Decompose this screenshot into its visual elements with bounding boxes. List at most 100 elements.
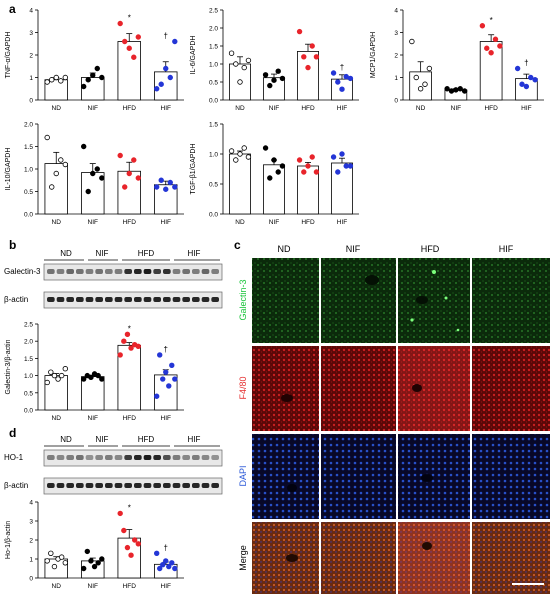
blot-band <box>172 269 181 274</box>
y-tick-label: 0 <box>394 98 398 105</box>
data-point <box>233 61 239 67</box>
data-point <box>279 163 286 169</box>
blot-b-label-hif: HIF <box>188 249 201 258</box>
blot-band <box>211 455 219 460</box>
data-point <box>453 87 459 93</box>
data-point <box>245 57 252 64</box>
y-axis-label: Galectin-3/β-actin <box>5 339 12 394</box>
x-tick-label: ND <box>235 219 245 226</box>
significance-mark: † <box>164 32 168 41</box>
blot-band <box>95 269 103 274</box>
data-point <box>163 558 169 564</box>
blot-d-label-hfd: HFD <box>138 435 155 444</box>
bar-nd <box>409 71 432 101</box>
micrograph-grid: ND NIF HFD HIF Galectin-3 F4/80 DAPI Mer… <box>238 244 550 594</box>
blot-band <box>114 483 123 488</box>
il-10-chart: 0.0 0.5 1.0 1.5 2.0 IL-10/GAPDH ND NIF HFD HIF <box>5 122 184 226</box>
bar-nif <box>263 164 285 215</box>
data-point <box>117 510 123 517</box>
blot-band <box>172 483 181 488</box>
micro-row-merge: Merge <box>238 545 248 571</box>
data-point <box>58 157 64 163</box>
blot-b-row1-label: Galectin-3 <box>4 267 41 276</box>
x-tick-label: HFD <box>123 105 137 112</box>
bar-nd <box>229 153 251 215</box>
blot-band <box>105 269 113 274</box>
blot-band <box>134 483 142 488</box>
data-point <box>262 145 269 151</box>
bar-hif <box>154 71 178 101</box>
data-point <box>58 78 64 84</box>
x-tick-label: HFD <box>301 105 315 112</box>
blot-band <box>211 269 219 274</box>
panel-label-d: d <box>9 426 17 440</box>
data-point <box>94 166 100 172</box>
galectin-3-bands <box>47 269 219 274</box>
bar-hfd <box>117 344 141 411</box>
blot-band <box>134 269 142 274</box>
data-point <box>88 558 94 564</box>
beta-actin-bands-d <box>47 483 219 488</box>
data-point <box>99 175 105 181</box>
blot-band <box>182 297 190 302</box>
data-point <box>457 86 463 92</box>
y-tick-label: 2 <box>29 53 33 60</box>
data-point <box>94 65 100 72</box>
blot-band <box>85 269 94 274</box>
ho-1-bands <box>47 455 219 460</box>
y-tick-label: 2.5 <box>209 8 218 15</box>
data-point <box>163 65 169 72</box>
data-point <box>51 563 58 570</box>
data-point <box>497 43 503 49</box>
data-point <box>126 170 132 177</box>
data-point <box>309 154 315 160</box>
data-point <box>122 184 128 190</box>
data-point <box>267 82 273 89</box>
blot-band <box>47 483 55 488</box>
y-tick-label: 2.5 <box>24 322 33 329</box>
data-point <box>158 177 164 183</box>
data-point <box>484 45 490 51</box>
y-tick-label: 2 <box>29 538 33 545</box>
y-tick-label: 0.5 <box>209 80 218 87</box>
blot-band <box>182 483 190 488</box>
blot-band <box>153 269 161 274</box>
y-tick-label: 4 <box>29 500 33 507</box>
blot-band <box>163 483 171 488</box>
blot-b-row2-label: β-actin <box>4 295 28 304</box>
data-point <box>233 157 239 163</box>
data-point <box>426 65 433 72</box>
data-point <box>124 331 131 338</box>
blot-band <box>76 455 84 460</box>
bar-hif <box>331 162 353 215</box>
significance-mark: * <box>490 16 493 25</box>
blot-d-row1-label: HO-1 <box>4 453 24 462</box>
y-tick-label: 3 <box>394 30 398 37</box>
data-point <box>62 366 69 372</box>
x-tick-label: HIF <box>161 415 172 422</box>
y-axis-label: IL-10/GAPDH <box>5 148 12 191</box>
data-point <box>80 565 87 572</box>
x-tick-label: HFD <box>301 219 315 226</box>
data-point <box>124 544 131 551</box>
data-point <box>95 560 101 566</box>
significance-mark: * <box>128 503 131 512</box>
blot-band <box>76 269 84 274</box>
data-point <box>330 70 337 76</box>
data-point <box>271 77 277 83</box>
data-point <box>126 45 132 51</box>
blot-band <box>163 269 171 274</box>
blot-band <box>153 455 161 460</box>
data-point <box>62 560 69 566</box>
blot-band <box>66 455 74 460</box>
x-tick-label: NIF <box>451 105 462 112</box>
blot-b-group-labels: ND NIF HFD HIF <box>44 249 220 261</box>
data-point <box>347 75 354 82</box>
data-point <box>135 343 142 350</box>
data-point <box>49 77 55 83</box>
micro-row-galectin-3: Galectin-3 <box>238 279 248 320</box>
micro-col-hif: HIF <box>499 244 514 254</box>
data-point <box>519 81 525 87</box>
data-point <box>279 75 286 82</box>
x-tick-label: ND <box>235 105 245 112</box>
